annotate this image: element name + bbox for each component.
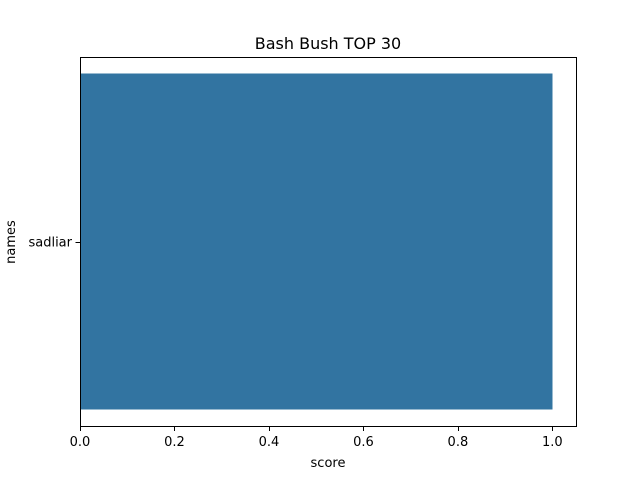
y-tick-label: sadliar — [28, 236, 72, 251]
x-tick-label: 0.6 — [353, 435, 374, 450]
y-axis-label: names — [4, 220, 19, 264]
x-tick-label: 0.0 — [70, 435, 91, 450]
x-axis-ticks: 0.0 0.2 0.4 0.6 0.8 1.0 — [70, 426, 563, 450]
x-axis-label: score — [311, 456, 346, 471]
bars-group — [80, 73, 553, 410]
x-tick-label: 0.2 — [164, 435, 185, 450]
x-tick-label: 0.4 — [259, 435, 280, 450]
y-axis-ticks: sadliar — [28, 236, 81, 251]
x-tick-label: 0.8 — [448, 435, 469, 450]
chart-title: Bash Bush TOP 30 — [255, 34, 401, 53]
bar-sadliar — [80, 73, 553, 410]
x-tick-label: 1.0 — [542, 435, 563, 450]
